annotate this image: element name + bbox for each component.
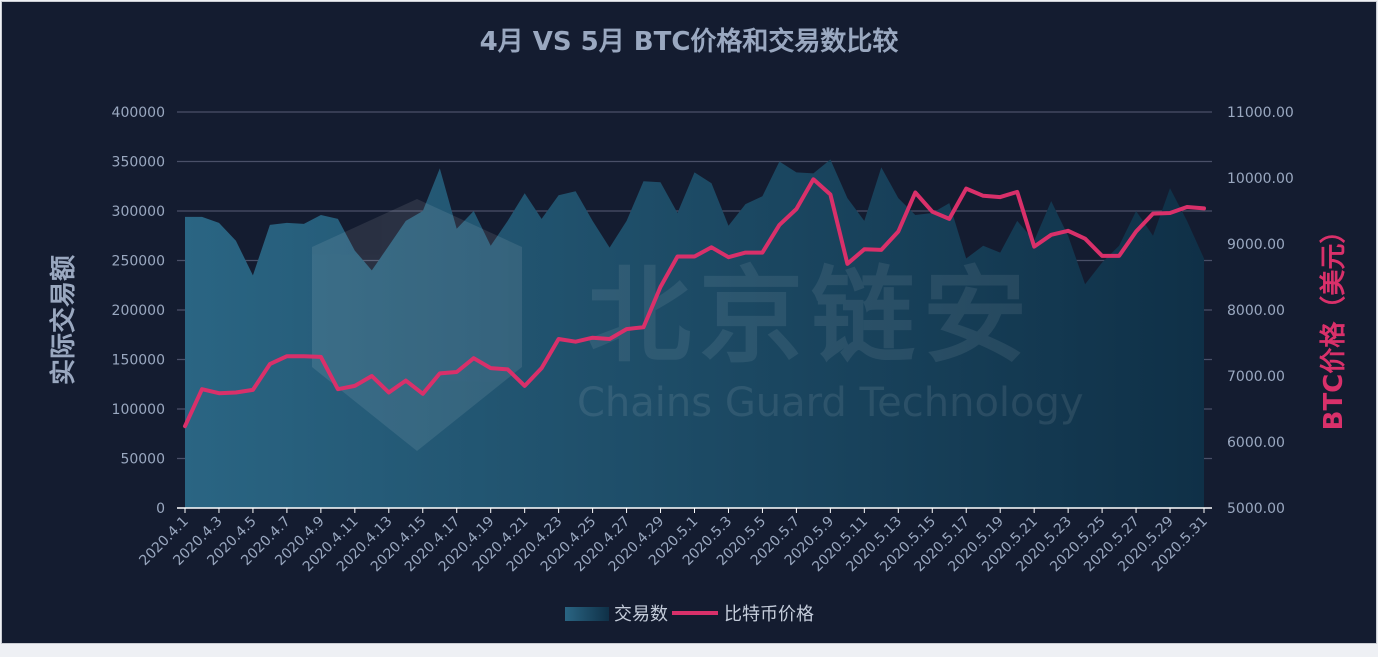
left-axis-label: 实际交易额	[48, 255, 79, 385]
right-tick-label: 6000.00	[1227, 435, 1285, 451]
left-tick-label: 0	[156, 501, 165, 517]
transactions-area-layer	[185, 159, 1204, 508]
legend-label-btc-price: 比特币价格	[724, 604, 814, 625]
legend-label-transactions: 交易数	[614, 604, 668, 625]
x-axis-ticks: 2020.4.12020.4.32020.4.52020.4.72020.4.9…	[136, 508, 1211, 575]
legend-item-transactions[interactable]: 交易数	[565, 604, 668, 625]
transactions-area	[185, 159, 1204, 508]
right-tick-label: 11000.00	[1227, 105, 1294, 121]
legend-item-btc-price[interactable]: 比特币价格	[672, 604, 814, 625]
left-tick-label: 400000	[112, 105, 165, 121]
left-axis-ticks: 0 50000 100000 150000 200000 250000 300000 3500…	[112, 105, 165, 517]
watermark-cn: 北京链安	[587, 255, 1035, 377]
legend: 交易数 比特币价格	[565, 604, 814, 625]
right-tick-label: 5000.00	[1227, 501, 1285, 517]
watermark: 北京链安 Chains Guard Technology	[312, 199, 1084, 451]
chart-canvas: 4月 VS 5月 BTC价格和交易数比较 北京链安 Chains Guard T…	[48, 26, 1349, 625]
left-tick-label: 300000	[112, 204, 165, 220]
left-tick-label: 100000	[112, 402, 165, 418]
right-axis-ticks: 5000.00 6000.00 7000.00 8000.00 9000.00 10000…	[1227, 105, 1294, 517]
right-tick-label: 9000.00	[1227, 237, 1285, 253]
btc-price-line	[183, 177, 1206, 429]
right-tick-label: 7000.00	[1227, 369, 1285, 385]
left-tick-label: 250000	[112, 254, 165, 270]
left-tick-label: 150000	[112, 353, 165, 369]
shield-hexagon-network-logo-icon	[312, 199, 522, 451]
area-swatch-icon	[565, 607, 609, 621]
right-axis-label: BTC价格（美元）	[1318, 218, 1349, 431]
left-tick-label: 50000	[120, 452, 165, 468]
price-line-layer	[183, 177, 1206, 429]
left-tick-label: 350000	[112, 155, 165, 171]
chart-title: 4月 VS 5月 BTC价格和交易数比较	[480, 26, 899, 57]
left-tick-label: 200000	[112, 303, 165, 319]
right-tick-label: 8000.00	[1227, 303, 1285, 319]
chart-container: 4月 VS 5月 BTC价格和交易数比较 北京链安 Chains Guard T…	[1, 1, 1377, 644]
watermark-en: Chains Guard Technology	[577, 380, 1084, 426]
right-tick-label: 10000.00	[1227, 171, 1294, 187]
